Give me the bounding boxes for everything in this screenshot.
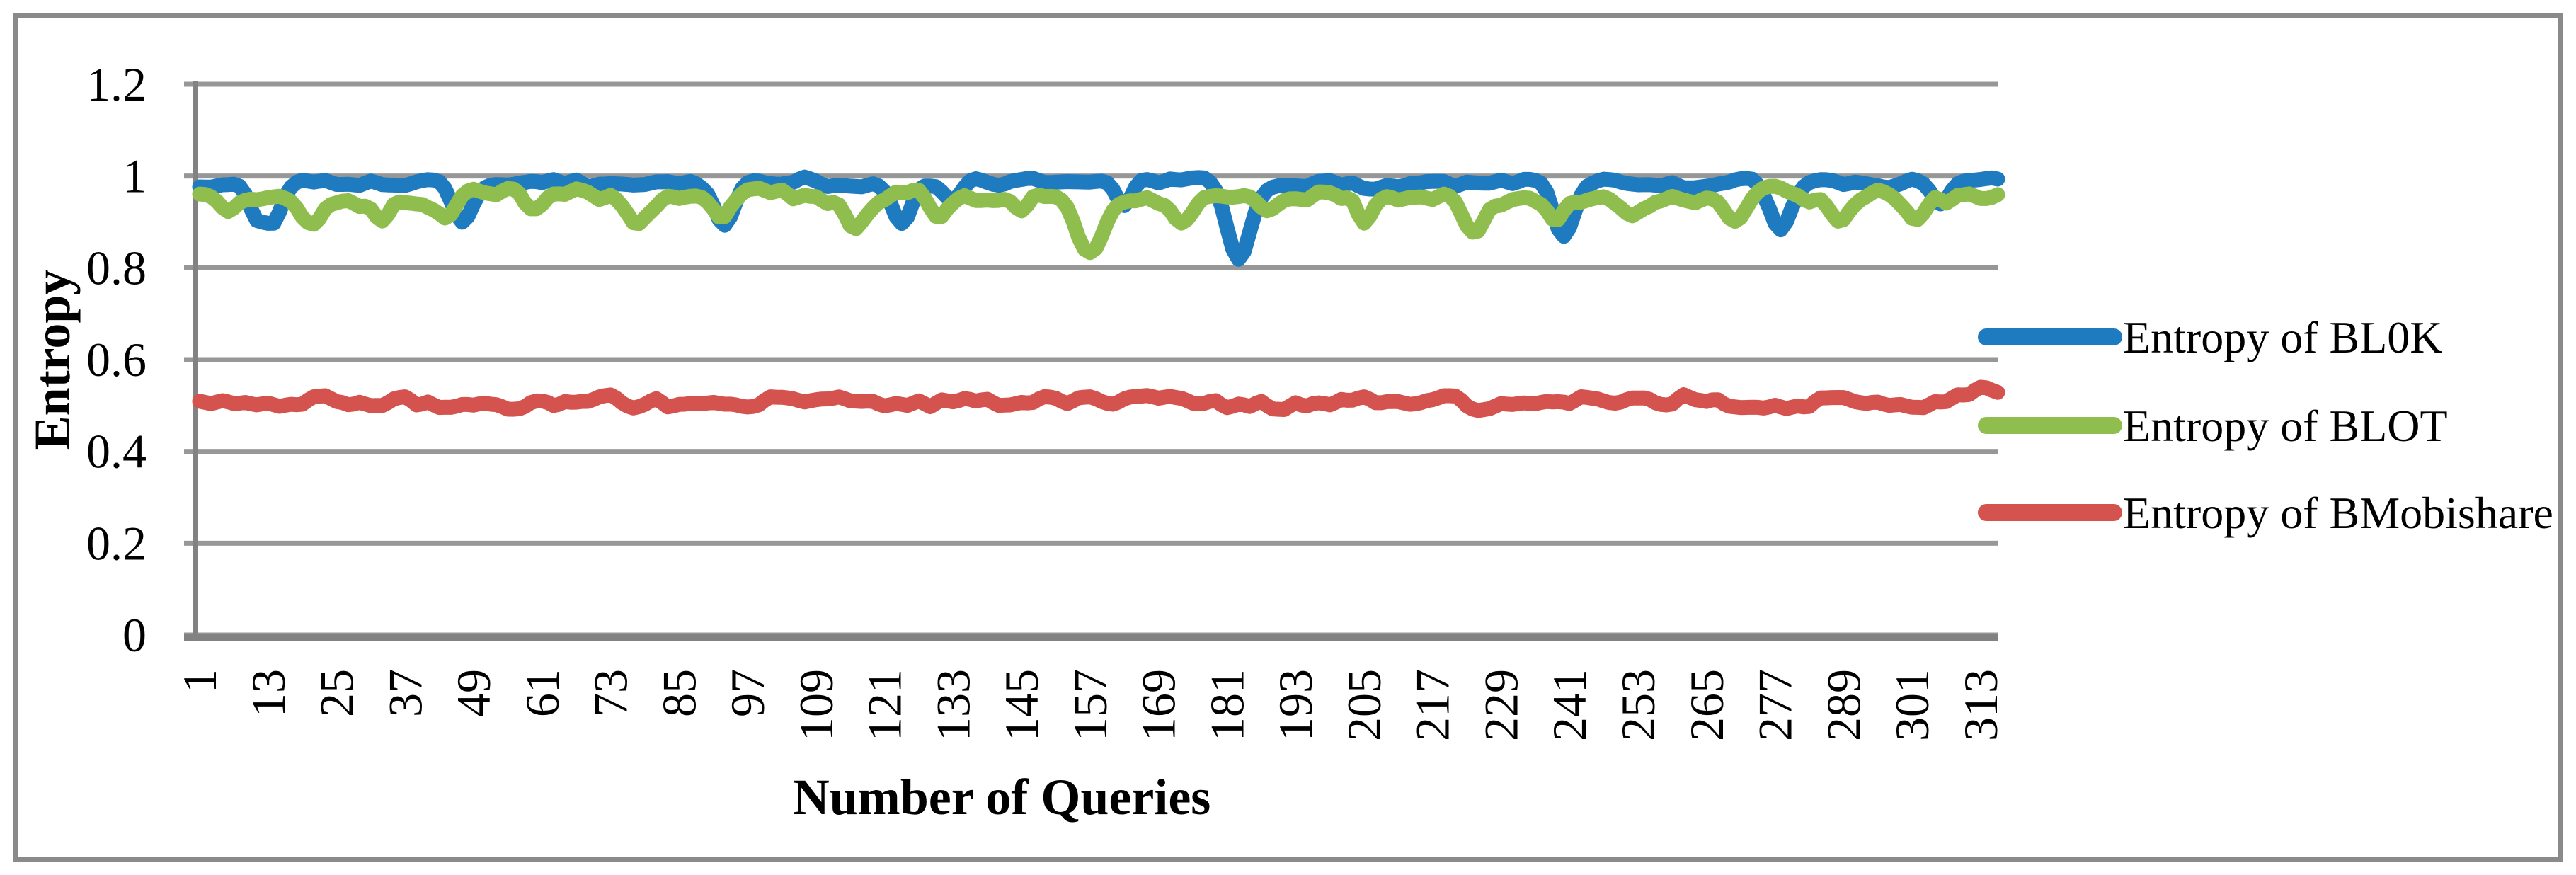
legend-label-entropy-of-bmobishare: Entropy of BMobishare	[2123, 488, 2553, 538]
y-tick-label-0.8: 0.8	[86, 241, 147, 294]
x-tick-label-37: 37	[378, 669, 432, 717]
x-tick-label-217: 217	[1406, 669, 1460, 741]
gridlines	[184, 81, 1998, 638]
x-tick-label-145: 145	[995, 669, 1048, 741]
x-tick-label-301: 301	[1885, 669, 1939, 741]
x-tick-label-169: 169	[1132, 669, 1186, 741]
legend: Entropy of BL0K Entropy of BLOT Entropy of…	[1978, 312, 2553, 538]
gridline-y-1.2	[184, 81, 1998, 87]
x-tick-label-265: 265	[1680, 669, 1734, 741]
x-axis-tick-labels: 1 13 25 37 49 61 73 85 97 109 121 133 145 157 169 181 19…	[173, 669, 2008, 741]
y-tick-label-0.2: 0.2	[86, 516, 147, 570]
gridline-y-0.6	[184, 357, 1998, 362]
y-axis-tick-labels: 0 0.2 0.4 0.6 0.8 1 1.2	[86, 57, 147, 662]
x-tick-label-85: 85	[652, 669, 706, 717]
x-tick-label-181: 181	[1200, 669, 1254, 741]
x-tick-label-1: 1	[173, 669, 227, 693]
x-tick-label-121: 121	[858, 669, 912, 741]
x-tick-label-253: 253	[1611, 669, 1665, 741]
x-tick-label-133: 133	[926, 669, 980, 741]
gridline-y-0.4	[184, 449, 1998, 454]
x-tick-label-157: 157	[1063, 669, 1117, 741]
x-tick-label-13: 13	[241, 669, 295, 717]
x-tick-label-25: 25	[310, 669, 364, 717]
x-tick-label-277: 277	[1748, 669, 1802, 741]
gridline-y-0.2	[184, 540, 1998, 546]
figure-border	[13, 13, 2563, 862]
legend-label-entropy-of-blot: Entropy of BLOT	[2123, 401, 2448, 451]
x-tick-label-229: 229	[1474, 669, 1528, 741]
y-axis-title: Entropy	[24, 270, 81, 450]
series-line-entropy-of-blot	[192, 178, 2005, 261]
legend-label-entropy-of-bl0k: Entropy of BL0K	[2123, 312, 2443, 362]
y-axis-line	[193, 81, 198, 641]
x-tick-label-49: 49	[447, 669, 500, 717]
y-tick-label-0.4: 0.4	[86, 425, 147, 479]
x-tick-label-61: 61	[515, 669, 569, 717]
gridline-y-0.8	[184, 265, 1998, 270]
x-axis-title: Number of Queries	[793, 769, 1211, 825]
x-tick-label-289: 289	[1816, 669, 1870, 741]
y-tick-label-0: 0	[122, 608, 147, 662]
x-tick-label-241: 241	[1542, 669, 1596, 741]
axis-lines	[184, 81, 1998, 641]
x-axis-line	[184, 634, 1998, 641]
x-tick-label-109: 109	[789, 669, 843, 741]
x-tick-label-73: 73	[584, 669, 638, 717]
y-tick-label-0.6: 0.6	[86, 333, 147, 387]
x-tick-label-313: 313	[1954, 669, 2008, 741]
data-series-lines	[192, 169, 2005, 418]
y-tick-label-1: 1	[122, 149, 147, 203]
y-tick-label-1.2: 1.2	[86, 57, 147, 111]
series-line-entropy-of-bmobishare	[192, 379, 2005, 418]
x-tick-label-205: 205	[1337, 669, 1391, 741]
x-tick-label-97: 97	[721, 669, 774, 717]
x-tick-label-193: 193	[1269, 669, 1322, 741]
